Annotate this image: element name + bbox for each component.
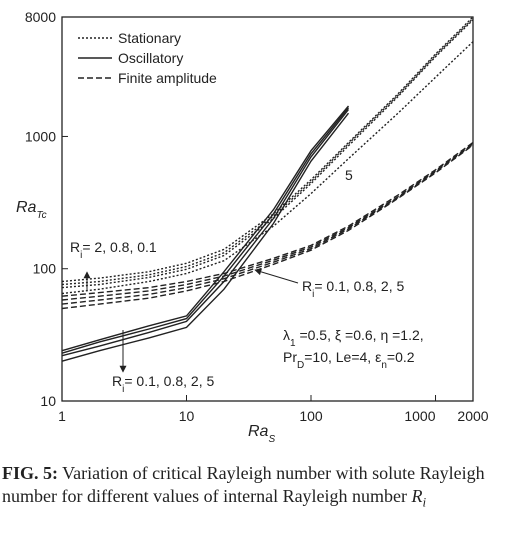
curve <box>61 109 350 357</box>
y-tick-label: 100 <box>33 261 57 277</box>
text-part: i <box>312 289 314 300</box>
text-part: Le <box>336 349 352 365</box>
curve <box>61 112 350 362</box>
chart: Ri= 2, 0.8, 0.1 Ri= 0.1, 0.8, 2, 5 Ri= 0… <box>16 9 489 445</box>
text-part: Tc <box>36 210 46 221</box>
text-part: R <box>302 278 312 294</box>
curve <box>61 105 350 352</box>
annotation: Ri= 2, 0.8, 0.1 <box>70 239 157 261</box>
text-part: S <box>268 434 275 445</box>
annotation: Ri= 0.1, 0.8, 2, 5 <box>112 373 214 395</box>
y-tick-label: 8000 <box>25 9 56 25</box>
text-part: =0.2 <box>387 349 415 365</box>
text-part: i <box>80 250 82 261</box>
text-part: 1 <box>290 338 296 349</box>
y-tick-label: 10 <box>40 393 56 409</box>
text-part: λ <box>283 327 290 343</box>
text-part: R <box>70 239 80 255</box>
text-part: Pr <box>283 349 297 365</box>
y-axis-label: RaTc <box>16 199 47 221</box>
caption-part: R <box>411 486 423 506</box>
x-tick-label: 2000 <box>457 408 488 424</box>
annotations: Ri= 2, 0.8, 0.1 Ri= 0.1, 0.8, 2, 5 Ri= 0… <box>70 167 424 395</box>
text-part: =4, ε <box>351 349 381 365</box>
annotation: PrD=10, Le=4, εn=0.2 <box>283 349 415 371</box>
text-part: = 0.1, 0.8, 2, 5 <box>124 373 214 389</box>
curve <box>61 143 474 305</box>
x-tick-label: 1 <box>58 408 66 424</box>
legend-label: Finite amplitude <box>118 70 217 86</box>
text-part: = 2, 0.8, 0.1 <box>82 239 157 255</box>
plot-frame <box>61 16 474 402</box>
text-part: i <box>122 384 124 395</box>
arrow <box>254 268 299 284</box>
figure-caption: FIG. 5: Variation of critical Rayleigh n… <box>2 462 517 514</box>
y-tick-label: 1000 <box>25 128 56 144</box>
annotation: 5 <box>345 167 353 183</box>
caption-part: FIG. 5: <box>2 463 58 483</box>
x-tick-label: 10 <box>179 408 195 424</box>
x-tick-label: 100 <box>299 408 323 424</box>
x-axis-label: RaS <box>248 423 275 445</box>
text-part: R <box>112 373 122 389</box>
annotation: Ri= 0.1, 0.8, 2, 5 <box>302 278 404 300</box>
curve <box>61 144 474 310</box>
legend-label: Oscillatory <box>118 50 183 66</box>
text-part: =0.5, ξ =0.6, η =1.2, <box>296 327 424 343</box>
curve <box>61 19 474 289</box>
x-tick-label: 1000 <box>404 408 435 424</box>
text-part: D <box>297 360 304 371</box>
curve <box>61 143 474 301</box>
text-part: = 0.1, 0.8, 2, 5 <box>314 278 404 294</box>
curve <box>61 107 350 354</box>
text-part: 5 <box>345 167 353 183</box>
annotation: λ1 =0.5, ξ =0.6, η =1.2, <box>283 327 424 349</box>
text-part: Ra <box>248 423 269 440</box>
caption-part: i <box>422 494 427 510</box>
text-part: =10, <box>304 349 336 365</box>
text-part: Ra <box>16 199 37 216</box>
curve <box>61 141 474 297</box>
text-part: n <box>381 360 387 371</box>
caption-part: Variation of critical Rayleigh number wi… <box>2 463 485 506</box>
legend-label: Stationary <box>118 30 181 46</box>
